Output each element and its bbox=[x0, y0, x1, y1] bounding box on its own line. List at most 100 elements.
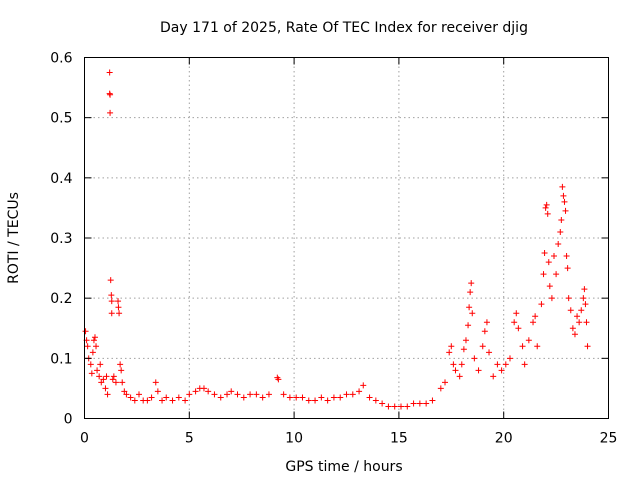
data-point bbox=[561, 198, 568, 205]
data-point bbox=[442, 379, 449, 386]
data-point bbox=[115, 298, 122, 305]
data-point bbox=[192, 388, 199, 395]
data-point bbox=[275, 376, 282, 383]
x-tick-label: 20 bbox=[495, 431, 513, 447]
data-point bbox=[583, 319, 590, 326]
y-tick-label: 0.2 bbox=[50, 291, 72, 307]
data-point bbox=[481, 328, 488, 335]
x-tick-label: 25 bbox=[600, 431, 618, 447]
data-point bbox=[506, 355, 513, 362]
data-point bbox=[102, 385, 109, 392]
data-point bbox=[89, 349, 96, 356]
data-point bbox=[452, 367, 459, 374]
data-point bbox=[559, 183, 566, 190]
data-point bbox=[200, 385, 207, 392]
data-point bbox=[305, 397, 312, 404]
x-tick-label: 5 bbox=[185, 431, 194, 447]
data-point bbox=[462, 337, 469, 344]
data-point bbox=[391, 403, 398, 410]
data-point bbox=[356, 388, 363, 395]
data-point bbox=[131, 397, 138, 404]
data-point bbox=[576, 319, 583, 326]
data-point bbox=[486, 349, 493, 356]
data-point bbox=[127, 394, 134, 401]
data-point bbox=[240, 394, 247, 401]
data-point bbox=[563, 253, 570, 260]
data-point bbox=[253, 391, 260, 398]
data-point bbox=[247, 391, 254, 398]
data-point bbox=[584, 343, 591, 350]
data-point bbox=[96, 373, 103, 380]
data-point bbox=[541, 250, 548, 257]
data-points bbox=[82, 69, 591, 410]
data-point bbox=[429, 397, 436, 404]
data-point bbox=[410, 400, 417, 407]
data-point bbox=[502, 361, 509, 368]
data-point bbox=[109, 376, 116, 383]
data-point bbox=[159, 397, 166, 404]
data-point bbox=[546, 283, 553, 290]
data-point bbox=[437, 385, 444, 392]
data-point bbox=[460, 346, 467, 353]
data-point bbox=[564, 265, 571, 272]
data-point bbox=[148, 394, 155, 401]
data-point bbox=[582, 301, 589, 308]
data-point bbox=[544, 210, 551, 217]
x-tick-label: 0 bbox=[80, 431, 89, 447]
x-tick-labels: 0 5 10 15 20 25 bbox=[80, 431, 617, 447]
data-point bbox=[494, 361, 501, 368]
axis-ticks bbox=[84, 57, 609, 419]
y-tick-label: 0.5 bbox=[50, 111, 72, 127]
y-tick-label: 0.4 bbox=[50, 171, 72, 187]
data-point bbox=[90, 337, 97, 344]
data-point bbox=[465, 322, 472, 329]
data-point bbox=[553, 271, 560, 278]
data-point bbox=[397, 403, 404, 410]
data-point bbox=[224, 391, 231, 398]
data-point bbox=[490, 373, 497, 380]
data-point bbox=[169, 397, 176, 404]
y-tick-label: 0 bbox=[64, 412, 73, 428]
data-point bbox=[458, 361, 465, 368]
data-point bbox=[483, 319, 490, 326]
data-point bbox=[152, 379, 159, 386]
data-point bbox=[163, 394, 170, 401]
data-point bbox=[385, 403, 392, 410]
data-point bbox=[555, 241, 562, 248]
data-point bbox=[93, 343, 100, 350]
data-point bbox=[112, 379, 119, 386]
data-point bbox=[372, 397, 379, 404]
data-point bbox=[116, 310, 123, 317]
data-point bbox=[404, 403, 411, 410]
data-point bbox=[416, 400, 423, 407]
data-point bbox=[108, 310, 115, 317]
data-point bbox=[324, 397, 331, 404]
data-point bbox=[448, 343, 455, 350]
data-point bbox=[299, 394, 306, 401]
data-point bbox=[479, 343, 486, 350]
data-point bbox=[466, 304, 473, 311]
data-point bbox=[104, 391, 111, 398]
data-point bbox=[280, 391, 287, 398]
data-point bbox=[565, 295, 572, 302]
data-point bbox=[94, 367, 101, 374]
data-point bbox=[98, 379, 105, 386]
data-point bbox=[293, 394, 300, 401]
data-point bbox=[578, 307, 585, 314]
data-point bbox=[107, 277, 114, 284]
data-point bbox=[366, 394, 373, 401]
data-point bbox=[545, 259, 552, 266]
data-point bbox=[318, 394, 325, 401]
data-point bbox=[234, 391, 241, 398]
data-point bbox=[121, 388, 128, 395]
data-point bbox=[540, 271, 547, 278]
data-point bbox=[423, 400, 430, 407]
data-point bbox=[107, 91, 114, 98]
data-point bbox=[498, 367, 505, 374]
x-tick-label: 10 bbox=[285, 431, 303, 447]
data-point bbox=[103, 373, 110, 380]
y-tick-label: 0.3 bbox=[50, 231, 72, 247]
data-point bbox=[515, 325, 522, 332]
data-point bbox=[468, 280, 475, 287]
